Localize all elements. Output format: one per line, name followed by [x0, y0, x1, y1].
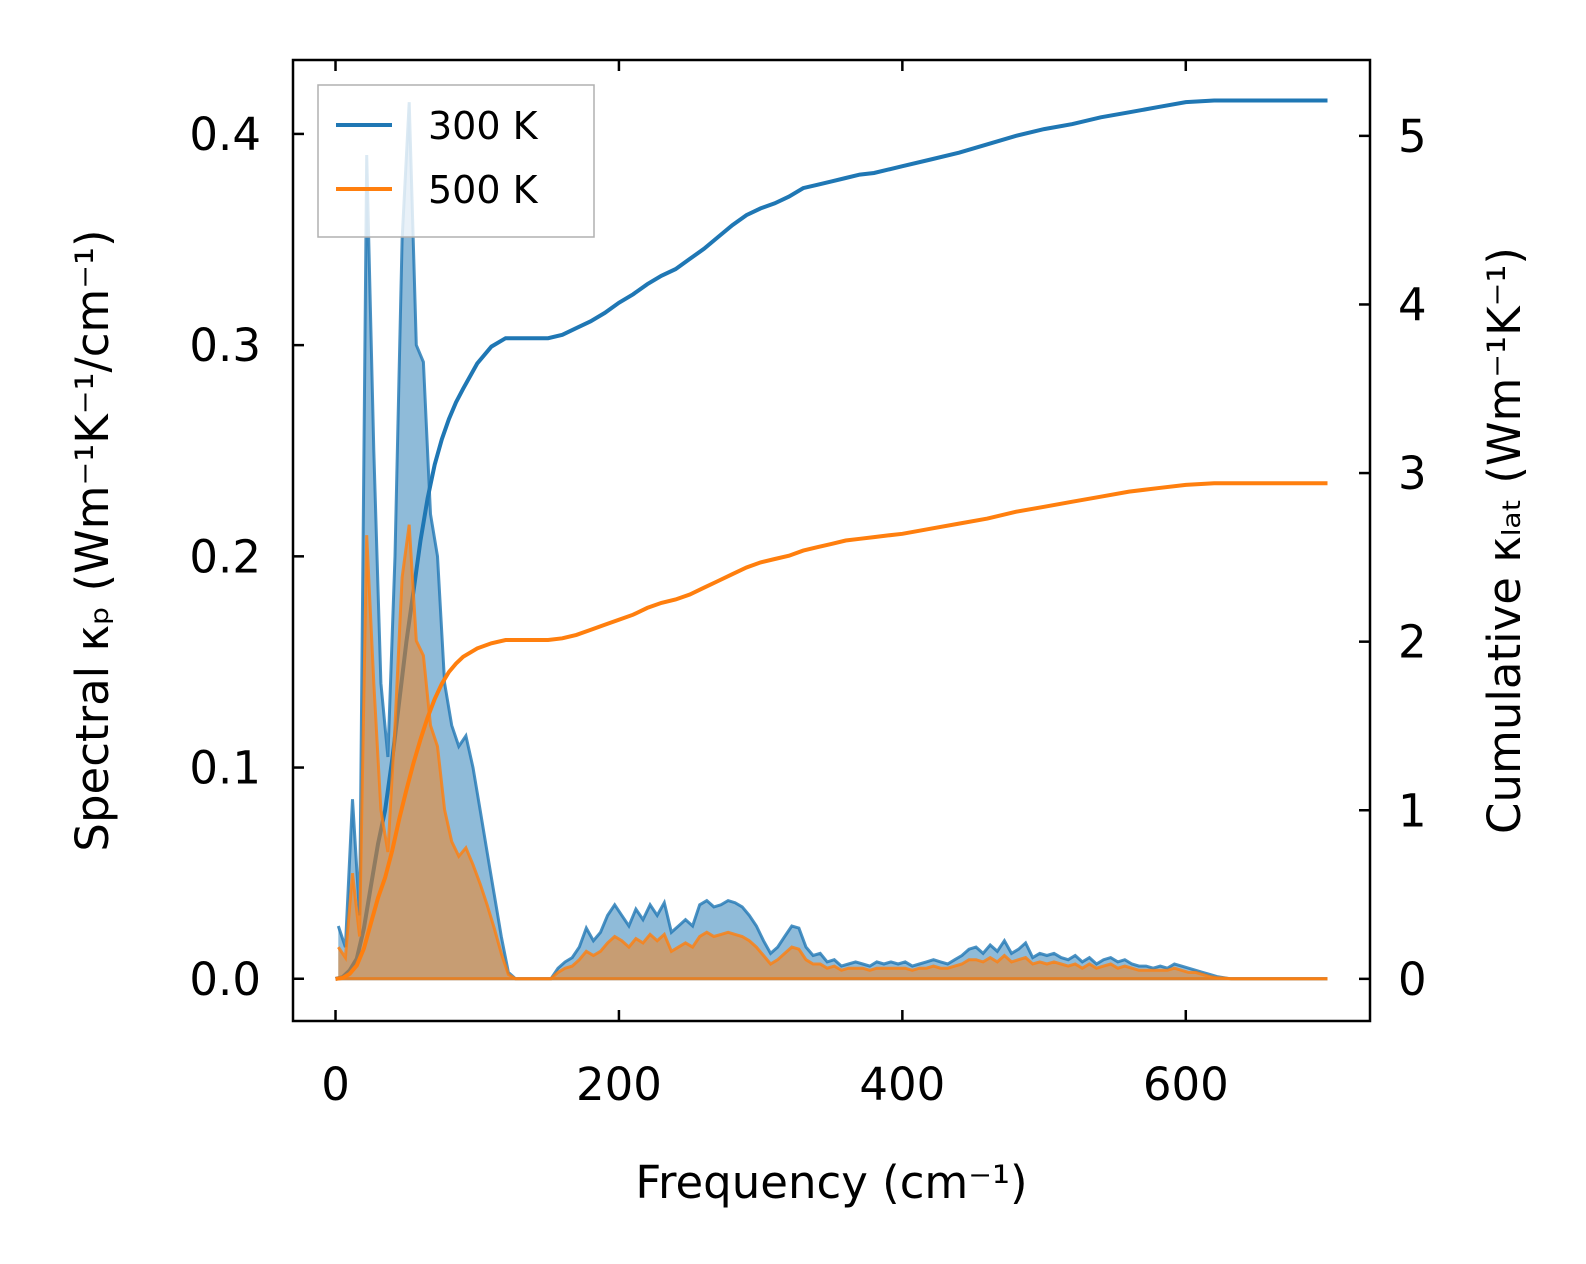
legend-label-500k: 500 K	[428, 168, 539, 212]
y-tick-label-right: 3	[1398, 447, 1427, 500]
ticks-layer: 0 200 400 600 0.0 0.1 0.2 0.3 0.4 0 1 2 3 4 5	[189, 60, 1427, 1111]
y-tick-label-right: 2	[1398, 616, 1427, 669]
y-axis-label-left: Spectral κₚ (Wm⁻¹K⁻¹/cm⁻¹)	[66, 229, 119, 851]
legend-label-300k: 300 K	[428, 104, 539, 148]
legend: 300 K 500 K	[317, 84, 595, 238]
y-axis-label-right: Cumulative κₗₐₜ (Wm⁻¹K⁻¹)	[1478, 247, 1531, 834]
y-tick-label-right: 4	[1398, 278, 1427, 331]
y-tick-label-left: 0.4	[189, 108, 261, 161]
series-layer	[335, 98, 1328, 981]
spectral-line-300k	[336, 102, 1328, 981]
spectral-line-500k	[337, 524, 1328, 981]
x-tick-label: 600	[1143, 1058, 1229, 1111]
plot-frame	[291, 58, 1372, 1023]
y-tick-label-right: 5	[1398, 110, 1427, 163]
y-tick-label-left: 0.0	[189, 953, 261, 1006]
x-axis-label: Frequency (cm⁻¹)	[635, 1156, 1027, 1209]
cumulative-line-500k	[335, 481, 1328, 981]
legend-box	[317, 84, 595, 238]
x-tick-label: 400	[859, 1058, 945, 1111]
y-tick-label-left: 0.1	[189, 742, 261, 795]
x-tick-label: 0	[321, 1058, 350, 1111]
y-tick-label-right: 1	[1398, 784, 1427, 837]
y-tick-label-left: 0.2	[189, 530, 261, 583]
y-tick-label-left: 0.3	[189, 319, 261, 372]
y-tick-label-right: 0	[1398, 953, 1427, 1006]
x-tick-label: 200	[576, 1058, 662, 1111]
spectral-area-500k	[338, 524, 1328, 979]
